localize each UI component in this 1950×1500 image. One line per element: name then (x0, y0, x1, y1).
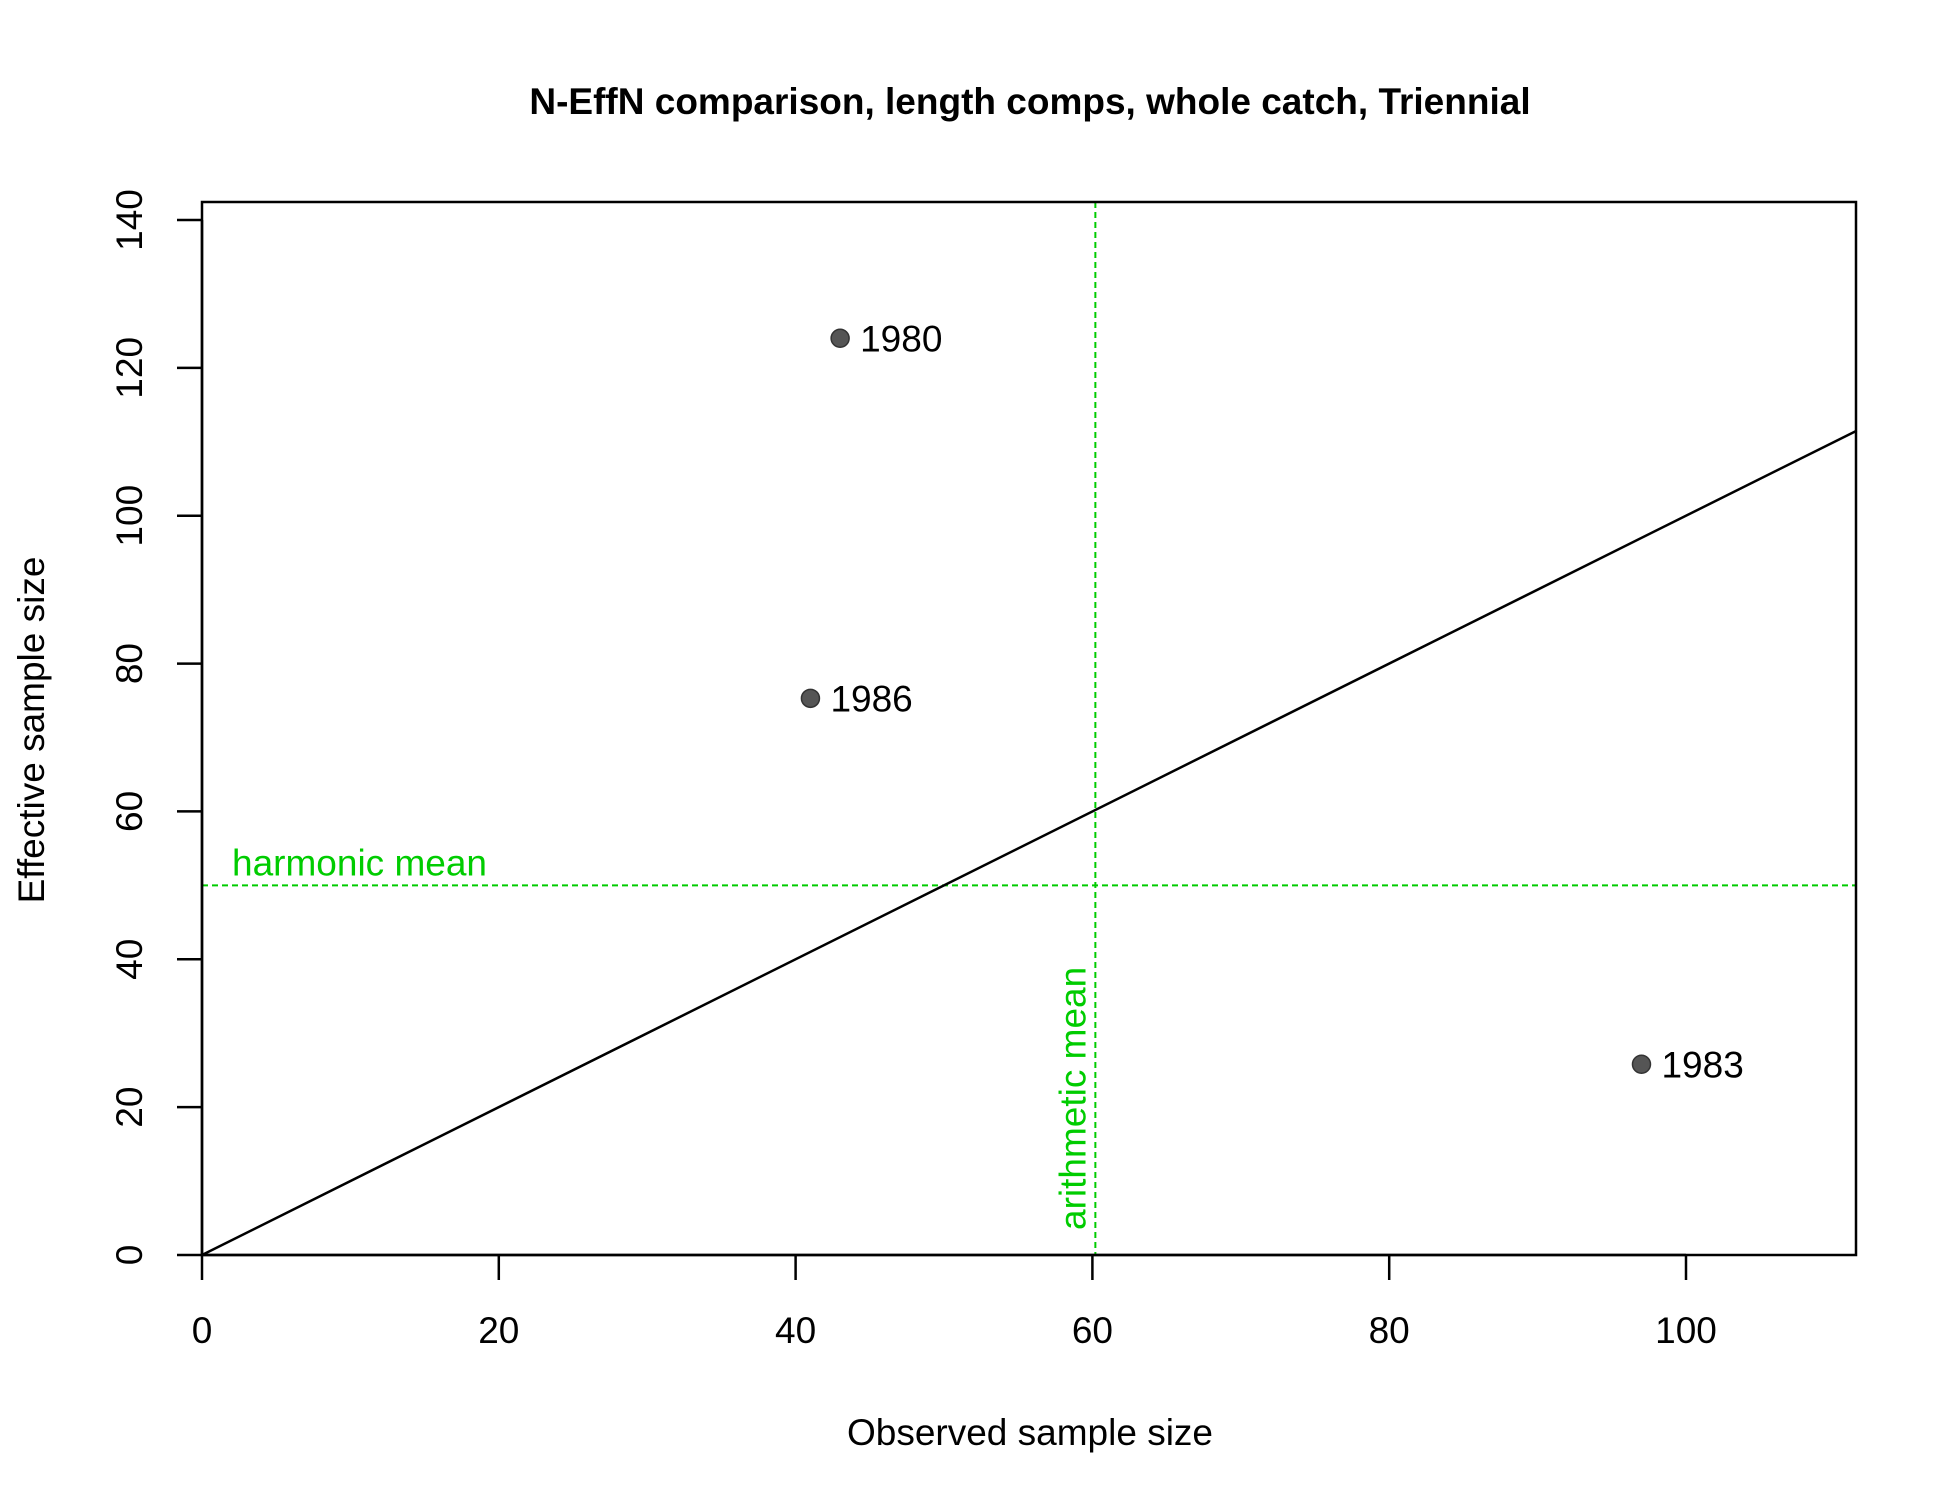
data-point-1986 (800, 688, 821, 709)
arithmetic-mean-label: arithmetic mean (1052, 967, 1093, 1230)
chart-title: N-EffN comparison, length comps, whole c… (529, 81, 1530, 122)
y-tick-label-20: 20 (109, 1087, 150, 1128)
data-point-1983 (1631, 1054, 1652, 1075)
data-point-1980 (830, 328, 850, 349)
x-tick-label-100: 100 (1655, 1310, 1717, 1351)
y-tick-label-80: 80 (109, 643, 150, 684)
data-label-1986: 1986 (830, 678, 912, 719)
y-tick-label-140: 140 (109, 189, 150, 251)
y-tick-label-60: 60 (109, 791, 150, 832)
x-axis-label: Observed sample size (847, 1412, 1213, 1453)
x-tick-label-20: 20 (478, 1310, 519, 1351)
y-axis: 0 20 40 60 80 100 120 140 (109, 189, 204, 1266)
y-tick-label-0: 0 (109, 1245, 150, 1266)
y-tick-label-40: 40 (109, 939, 150, 980)
data-label-1980: 1980 (860, 318, 942, 359)
plot-frame (200, 200, 1858, 1257)
y-axis-label: Effective sample size (11, 557, 52, 904)
x-tick-label-60: 60 (1072, 1310, 1113, 1351)
plot-area: harmonic mean arithmetic mean 1980 1986 1983 (201, 202, 1858, 1257)
harmonic-mean-label: harmonic mean (232, 842, 487, 883)
x-tick-label-80: 80 (1369, 1310, 1410, 1351)
one-to-one-line (201, 429, 1858, 1257)
data-label-1983: 1983 (1661, 1044, 1743, 1085)
x-tick-label-0: 0 (192, 1310, 213, 1351)
x-axis: 0 20 40 60 80 100 (192, 1253, 1717, 1351)
x-tick-label-40: 40 (775, 1310, 816, 1351)
y-tick-label-100: 100 (109, 485, 150, 547)
y-tick-label-120: 120 (109, 337, 150, 399)
